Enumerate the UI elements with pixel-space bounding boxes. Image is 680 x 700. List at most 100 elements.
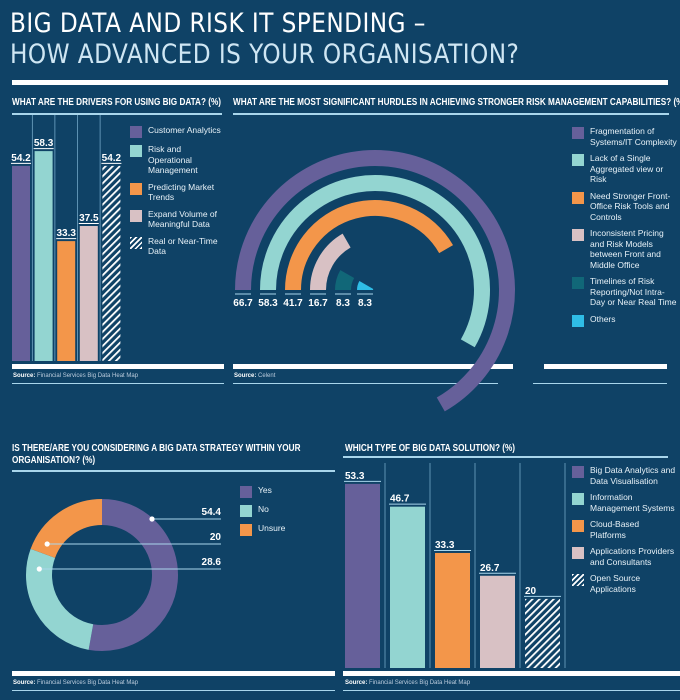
bar-customer-analytics (12, 165, 30, 361)
legend-label: Real or Near-Time Data (148, 235, 218, 257)
source-text: Celent (258, 373, 276, 379)
legend-item-others: Others (572, 314, 677, 327)
legend-item-applications-providers-and-consultants: Applications Providers and Consultants (572, 546, 677, 567)
legend-item-open-source-applications: Open Source Applications (572, 573, 677, 594)
legend-item-big-data-analytics-and-data-visualisation: Big Data Analytics and Data Visualisatio… (572, 465, 677, 486)
arc-timelines-of-risk-reporting-not-intra-day-or-near-real-time (335, 270, 355, 291)
legend-label: Customer Analytics (148, 125, 221, 135)
arc-value-label: 16.7 (308, 298, 328, 309)
hurdles-source-rule-right (533, 383, 667, 384)
source-label: Source: (13, 680, 36, 686)
legend-item-inconsistent-pricing-and-risk-models-between-front-and-middle-office: Inconsistent Pricing and Risk Models bet… (572, 228, 677, 270)
solution-bottom-rule (343, 671, 680, 676)
legend-item-yes: Yes (240, 485, 330, 498)
arc-value-label: 8.3 (336, 298, 350, 309)
legend-swatch (240, 486, 252, 498)
arc-lack-of-a-single-aggregated-view-or-risk (260, 175, 490, 348)
bar-big-data-analytics-and-data-visualisation (345, 483, 380, 668)
legend-item-risk-and-operational-management: Risk and Operational Management (130, 144, 225, 176)
solution-legend: Big Data Analytics and Data Visualisatio… (572, 465, 677, 600)
legend-swatch (572, 493, 584, 505)
title-line-2: HOW ADVANCED IS YOUR ORGANISATION? (10, 39, 520, 70)
callout-value-no: 28.6 (202, 557, 222, 568)
bar-value-label: 33.3 (56, 228, 76, 239)
legend-swatch (572, 466, 584, 478)
solution-source-rule (343, 690, 680, 691)
legend-label: Cloud-Based Platforms (590, 519, 640, 540)
bar-value-label: 54.2 (11, 153, 31, 164)
legend-swatch (572, 154, 584, 166)
bar-risk-and-operational-management (34, 151, 53, 361)
hurdles-chart: 66.7 58.3 41.7 16.7 8.3 8.3 (233, 150, 515, 412)
drivers-bottom-rule (12, 364, 224, 369)
solution-title-rule (343, 456, 668, 458)
legend-swatch (130, 182, 142, 195)
bar-real-or-near-time-data (102, 165, 121, 361)
arc-value-label: 41.7 (283, 298, 303, 309)
legend-swatch (572, 191, 584, 204)
hurdles-title: WHAT ARE THE MOST SIGNIFICANT HURDLES IN… (233, 96, 680, 108)
legend-item-customer-analytics: Customer Analytics (130, 125, 225, 138)
legend-swatch (240, 505, 252, 517)
legend-item-predicting-market-trends: Predicting Market Trends (130, 182, 225, 203)
bar-information-management-systems (390, 506, 425, 668)
legend-swatch (130, 145, 142, 157)
donut-slice-yes (88, 499, 178, 651)
hurdles-source-rule-left (233, 383, 498, 384)
legend-item-timelines-of-risk-reporting-not-intra-day-or-near-real-time: Timelines of Risk Reporting/Not Intra-Da… (572, 276, 677, 308)
legend-label: Timelines of Risk Reporting/Not Intra-Da… (590, 276, 677, 307)
bar-value-label: 54.2 (102, 153, 122, 164)
hurdles-source: Source: Celent (234, 373, 275, 379)
bar-value-label: 33.3 (435, 540, 455, 551)
callout-value-yes: 54.4 (202, 507, 222, 518)
legend-swatch (572, 520, 584, 532)
source-label: Source: (234, 373, 257, 379)
legend-item-fragmentation-of-systems-it-complexity: Fragmentation of Systems/IT Complexity (572, 126, 677, 147)
bar-value-label: 26.7 (480, 563, 500, 574)
legend-label: Yes (258, 485, 272, 495)
solution-source: Source: Financial Services Big Data Heat… (345, 680, 470, 686)
arc-others (357, 281, 374, 291)
drivers-legend: Customer Analytics Risk and Operational M… (130, 125, 225, 263)
page-title: BIG DATA AND RISK IT SPENDING – HOW ADVA… (10, 8, 519, 70)
arc-value-label: 8.3 (358, 298, 372, 309)
legend-item-unsure: Unsure (240, 523, 330, 536)
drivers-source-rule (12, 383, 224, 384)
strategy-source-rule (12, 690, 335, 691)
donut-slice-no (26, 548, 94, 650)
source-text: Financial Services Big Data Heat Map (37, 680, 139, 686)
source-label: Source: (13, 373, 36, 379)
legend-swatch (130, 236, 142, 249)
drivers-title: WHAT ARE THE DRIVERS FOR USING BIG DATA?… (12, 96, 221, 108)
bar-applications-providers-and-consultants (480, 575, 515, 668)
solution-chart: 53.3 46.7 33.3 26.7 20 (344, 463, 566, 668)
legend-label: Predicting Market Trends (148, 181, 215, 203)
legend-swatch (572, 574, 584, 586)
bar-value-label: 58.3 (34, 138, 54, 149)
legend-item-real-or-near-time-data: Real or Near-Time Data (130, 236, 225, 257)
title-divider (12, 80, 668, 85)
bar-predicting-market-trends (57, 241, 76, 361)
hurdles-bottom-rule-right (544, 364, 667, 369)
legend-item-cloud-based-platforms: Cloud-Based Platforms (572, 519, 677, 540)
arc-inconsistent-pricing-and-risk-models-between-front-and-middle-office (310, 233, 351, 291)
strategy-title: IS THERE/ARE YOU CONSIDERING A BIG DATA … (12, 442, 301, 466)
drivers-source: Source: Financial Services Big Data Heat… (13, 373, 138, 379)
legend-label: No (258, 504, 269, 514)
legend-item-expand-volume-of-meaningful-data: Expand Volume of Meaningful Data (130, 209, 225, 230)
solution-title: WHICH TYPE OF BIG DATA SOLUTION? (%) (345, 442, 516, 454)
legend-swatch (572, 229, 584, 241)
legend-swatch (130, 126, 142, 138)
legend-item-no: No (240, 504, 330, 517)
hurdles-title-rule (233, 113, 669, 115)
legend-item-information-management-systems: Information Management Systems (572, 492, 677, 513)
bar-value-label: 20 (525, 586, 537, 597)
legend-label: Expand Volume of Meaningful Data (148, 208, 217, 230)
callout-dot (44, 541, 50, 547)
strategy-bottom-rule (12, 671, 335, 676)
bar-cloud-based-platforms (435, 552, 470, 668)
legend-label: Unsure (258, 523, 286, 533)
strategy-legend: Yes No Unsure (240, 485, 330, 542)
legend-swatch (572, 314, 584, 327)
bar-value-label: 46.7 (390, 494, 410, 505)
